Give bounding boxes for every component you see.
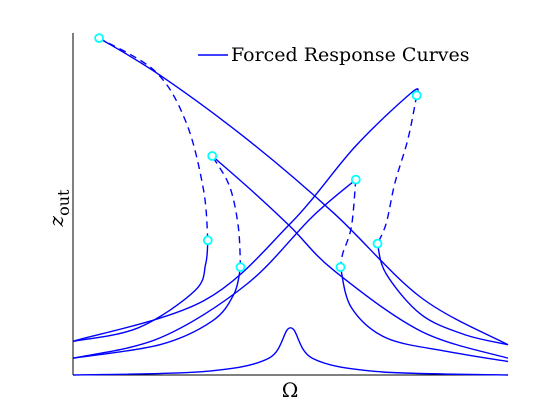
response-curve-2-unstable xyxy=(211,155,242,268)
bifurcation-marker-7 xyxy=(411,90,422,101)
bifurcation-marker-5 xyxy=(350,174,361,185)
response-curve-2-upper xyxy=(211,155,509,359)
response-curve-1 xyxy=(72,240,209,342)
response-curve-5-upper xyxy=(376,243,509,346)
response-curve-5-lower xyxy=(72,88,419,342)
bifurcation-marker-3 xyxy=(207,151,218,161)
axes xyxy=(72,33,508,376)
plot-area xyxy=(72,37,509,376)
svg-text:zout: zout xyxy=(44,189,73,227)
response-curve-4-upper xyxy=(339,267,509,363)
bifurcation-marker-4 xyxy=(235,262,246,273)
legend-label: Forced Response Curves xyxy=(231,44,470,66)
legend: Forced Response Curves xyxy=(198,44,470,66)
response-curve-4-unstable xyxy=(339,179,357,268)
bifurcation-marker-6 xyxy=(335,262,346,273)
y-axis-label-subscript: out xyxy=(54,189,73,216)
response-curve-4-lower xyxy=(72,179,357,359)
response-curve-1-unstable xyxy=(98,37,209,241)
x-axis-label: Ω xyxy=(282,378,299,402)
y-axis-label: zout xyxy=(44,189,73,227)
bifurcation-markers xyxy=(94,33,422,273)
response-curve-2 xyxy=(72,267,242,359)
bifurcation-marker-2 xyxy=(202,235,213,246)
bifurcation-marker-1 xyxy=(94,33,104,43)
bifurcation-marker-8 xyxy=(372,238,383,249)
response-curve-1-upper xyxy=(98,37,509,346)
y-axis-label-base: z xyxy=(44,215,68,227)
response-curve-5-unstable xyxy=(376,95,418,244)
response-curve-3 xyxy=(72,327,509,376)
